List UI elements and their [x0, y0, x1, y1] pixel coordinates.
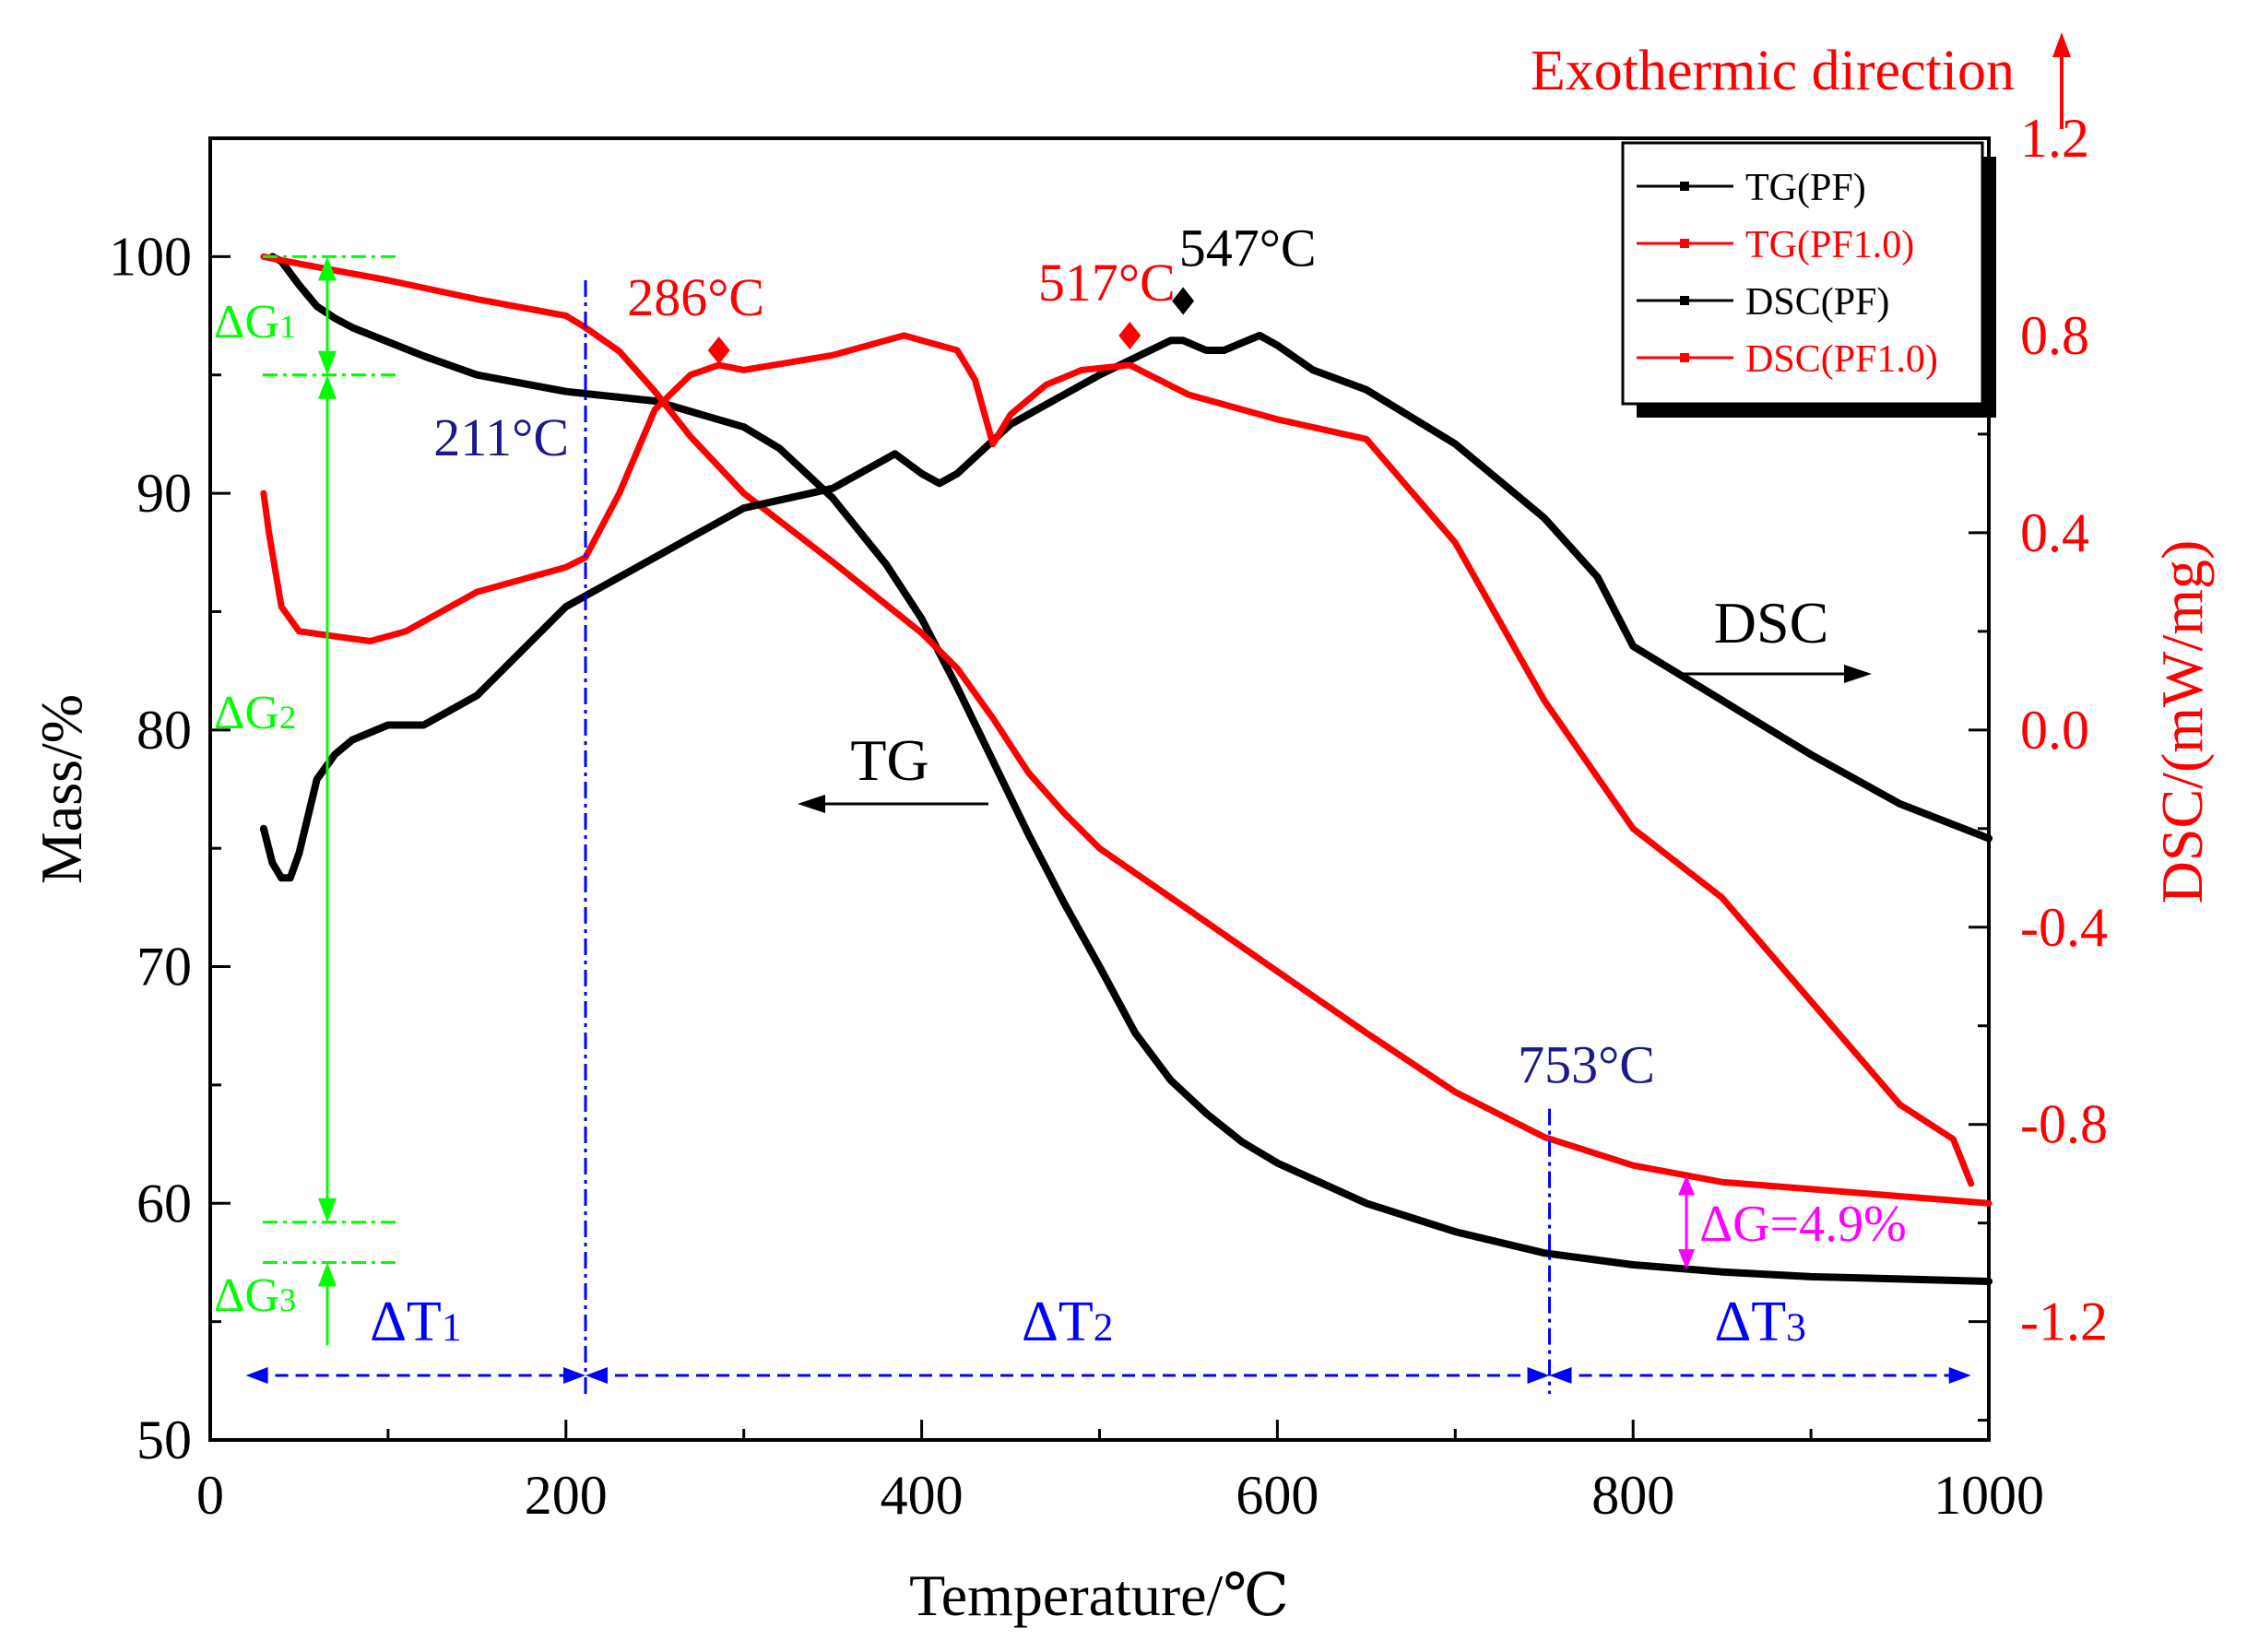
peak-marker: [1118, 321, 1141, 349]
y-right-tick-label: -0.4: [2020, 897, 2108, 958]
interval-arrow-head-left: [1549, 1367, 1572, 1384]
difference-arrow-head: [1678, 1249, 1696, 1270]
stage-arrow-head: [318, 374, 337, 399]
y-left-tick-label: 90: [136, 463, 192, 524]
peak-marker: [1172, 287, 1195, 315]
difference-label: ΔG=4.9%: [1699, 1196, 1907, 1253]
series-line-tg-pf1-0: [260, 253, 1993, 1207]
y-right-tick-label: 0.4: [2020, 502, 2089, 563]
x-tick-labels: 0 200 400 600 800 1000: [196, 1465, 2044, 1526]
stage-arrow-head: [318, 1262, 337, 1287]
x-tick-label: 600: [1236, 1465, 1319, 1526]
legend-swatch-marker: [1680, 239, 1689, 248]
peak-label: 547°C: [1179, 218, 1317, 278]
x-tick-label: 800: [1591, 1465, 1674, 1526]
curve-label-dsc: DSC: [1714, 590, 1829, 655]
interval-label: ΔT2: [1022, 1291, 1113, 1353]
y-left-tick-label: 100: [109, 226, 192, 287]
series-line-dsc-pf: [259, 331, 1993, 882]
legend-swatch-marker: [1680, 353, 1689, 362]
peak-label: 286°C: [627, 267, 764, 327]
y-right-tick-label: 0.8: [2020, 305, 2089, 366]
y-right-tick-label: 0.0: [2020, 700, 2089, 761]
legend-swatch-marker: [1680, 182, 1689, 191]
legend-swatch-marker: [1680, 296, 1689, 305]
vertical-marker-label: 211°C: [433, 407, 569, 467]
x-tick-label: 0: [196, 1465, 224, 1526]
y-left-tick-label: 50: [136, 1410, 192, 1470]
stage-label: ΔG1: [214, 296, 296, 348]
y-axis-left-label: Mass/%: [29, 694, 94, 884]
series-line-dsc-pf1-0: [260, 332, 1975, 1187]
series-line-tg-pf: [268, 253, 1993, 1285]
right-arrow-icon: [1844, 665, 1872, 683]
interval-arrow-head-left: [585, 1367, 609, 1384]
up-arrow-icon: [2052, 32, 2071, 129]
y-left-tick-label: 80: [136, 700, 192, 761]
x-tick-label: 1000: [1934, 1465, 2044, 1526]
x-tick-label: 200: [525, 1465, 608, 1526]
legend-label: DSC(PF1.0): [1745, 338, 1938, 381]
y-left-tick-labels: 50 60 70 80 90 100: [109, 226, 192, 1470]
stage-arrow-head: [318, 1198, 337, 1222]
stage-label: ΔG3: [214, 1269, 296, 1322]
y-right-tick-label: 1.2: [2020, 108, 2089, 169]
legend-label: DSC(PF): [1745, 281, 1889, 324]
stage-arrow-head: [318, 350, 337, 375]
interval-arrow-head-right: [563, 1367, 586, 1384]
x-tick-label: 400: [881, 1465, 964, 1526]
curve-label-tg: TG: [850, 727, 928, 793]
header-text: Exothermic direction: [1531, 40, 2015, 102]
y-right-tick-label: -0.8: [2020, 1094, 2108, 1155]
difference-arrow-head: [1678, 1174, 1696, 1196]
series-layer: [259, 253, 1993, 1285]
interval-arrow-head-right: [1527, 1367, 1550, 1384]
legend: TG(PF) TG(PF1.0) DSC(PF) DSC(PF1.0): [1621, 141, 1996, 418]
y-right-tick-label: -1.2: [2020, 1292, 2108, 1352]
peak-marker: [707, 336, 730, 364]
y-left-tick-label: 60: [136, 1173, 192, 1233]
left-arrow-icon: [798, 795, 825, 813]
stage-arrow-head: [318, 256, 337, 281]
legend-label: TG(PF): [1745, 167, 1866, 209]
y-right-tick-labels: 1.2 0.8 0.4 0.0 -0.4 -0.8 -1.2: [2020, 108, 2108, 1352]
x-axis-label: Temperature/℃: [909, 1563, 1289, 1628]
stage-label: ΔG2: [214, 687, 296, 739]
interval-arrow-head-left: [245, 1367, 268, 1384]
interval-label: ΔT1: [370, 1291, 461, 1353]
y-left-tick-label: 70: [136, 937, 192, 997]
vertical-marker-label: 753°C: [1518, 1035, 1655, 1095]
interval-arrow-head-right: [1948, 1367, 1971, 1384]
interval-label: ΔT3: [1714, 1291, 1805, 1353]
peak-label: 517°C: [1038, 253, 1176, 313]
y-axis-right-label: DSC/(mW/mg): [2149, 540, 2215, 904]
legend-label: TG(PF1.0): [1745, 224, 1914, 266]
